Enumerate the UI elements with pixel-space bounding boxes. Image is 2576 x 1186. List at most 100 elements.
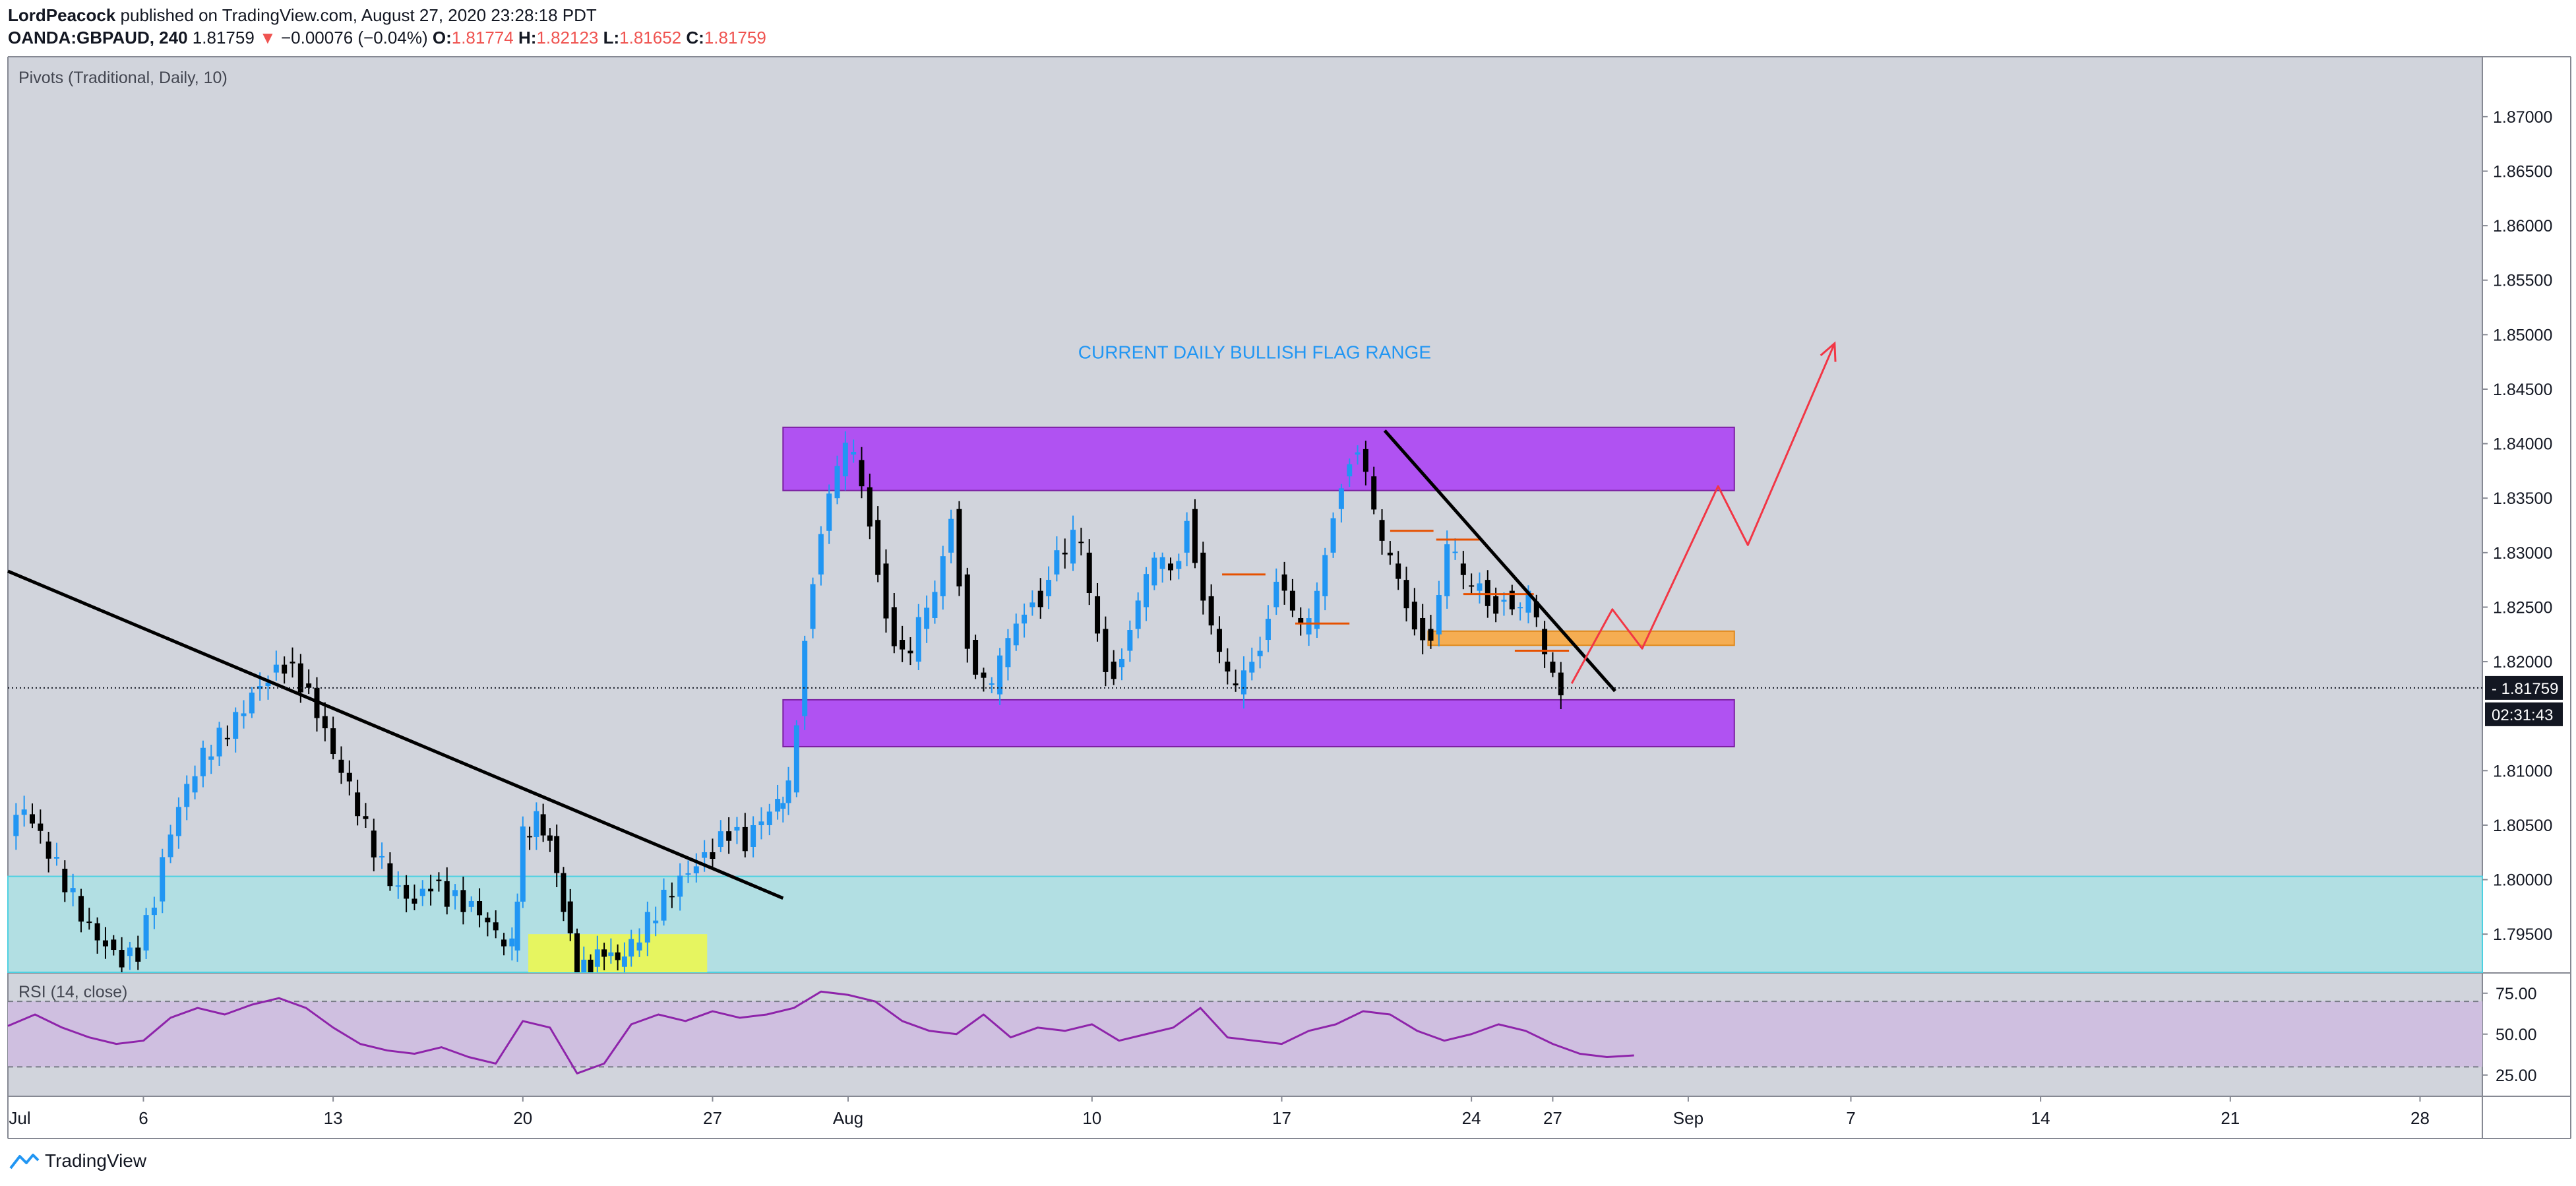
candle-body[interactable] [428, 889, 434, 892]
candle-body[interactable] [322, 716, 328, 729]
candle-body[interactable] [907, 650, 913, 654]
candle-body[interactable] [677, 875, 683, 897]
candle-body[interactable] [1395, 563, 1401, 579]
candle-body[interactable] [989, 683, 995, 685]
candle-body[interactable] [395, 885, 401, 887]
candle-body[interactable] [574, 933, 580, 972]
candle-body[interactable] [1298, 617, 1304, 623]
candle-body[interactable] [208, 756, 214, 760]
candle-body[interactable] [1046, 580, 1052, 596]
candle-body[interactable] [1403, 580, 1409, 609]
candle-body[interactable] [608, 952, 614, 956]
candle-body[interactable] [1078, 542, 1084, 544]
candle-body[interactable] [758, 821, 764, 826]
candle-body[interactable] [540, 814, 546, 836]
candle-body[interactable] [168, 834, 173, 858]
candle-body[interactable] [265, 682, 271, 687]
candle-body[interactable] [1257, 650, 1263, 656]
candle-body[interactable] [514, 901, 520, 951]
candle-body[interactable] [306, 683, 312, 688]
candle-body[interactable] [818, 534, 824, 575]
candle-body[interactable] [1469, 585, 1475, 587]
candle-body[interactable] [1095, 596, 1101, 634]
candle-body[interactable] [1070, 530, 1076, 564]
candle-body[interactable] [436, 879, 442, 881]
candle-body[interactable] [468, 901, 474, 907]
candle-body[interactable] [1493, 596, 1499, 614]
candle-body[interactable] [1241, 670, 1246, 695]
candle-body[interactable] [62, 869, 68, 892]
candle-body[interactable] [330, 728, 336, 755]
candle-body[interactable] [1200, 552, 1206, 601]
candle-body[interactable] [561, 873, 567, 912]
author-name[interactable]: LordPeacock [8, 5, 116, 25]
candle-body[interactable] [1533, 602, 1539, 617]
candle-body[interactable] [1485, 580, 1490, 606]
candle-body[interactable] [452, 890, 458, 896]
candle-body[interactable] [338, 759, 344, 773]
candle-body[interactable] [1022, 614, 1027, 624]
candle-body[interactable] [915, 617, 921, 662]
candle-body[interactable] [780, 803, 786, 809]
candle-body[interactable] [1411, 602, 1417, 630]
candle-body[interactable] [127, 947, 133, 956]
candle-body[interactable] [859, 460, 865, 487]
candle-body[interactable] [1525, 590, 1531, 613]
candle-body[interactable] [891, 607, 897, 646]
candle-body[interactable] [1509, 590, 1515, 609]
candle-body[interactable] [1289, 590, 1295, 611]
candle-body[interactable] [1249, 662, 1255, 673]
candle-body[interactable] [964, 574, 970, 649]
candle-body[interactable] [547, 835, 553, 841]
teal-demand-zone[interactable] [7, 875, 2483, 973]
candle-body[interactable] [520, 826, 526, 902]
candle-body[interactable] [175, 807, 181, 836]
candle-body[interactable] [766, 811, 772, 825]
candle-body[interactable] [1518, 607, 1523, 609]
candle-body[interactable] [135, 947, 141, 962]
candle-body[interactable] [785, 780, 791, 803]
candle-body[interactable] [581, 959, 587, 972]
candle-body[interactable] [956, 509, 962, 587]
candle-body[interactable] [661, 889, 667, 921]
projected-path[interactable] [1570, 342, 1836, 684]
candle-body[interactable] [1281, 574, 1287, 591]
candle-body[interactable] [282, 664, 288, 674]
candle-body[interactable] [290, 662, 295, 664]
candle-body[interactable] [981, 672, 987, 678]
candle-body[interactable] [851, 451, 857, 455]
tradingview-brand[interactable]: TradingView [9, 1148, 146, 1174]
candle-body[interactable] [621, 956, 627, 967]
price-axis[interactable] [2482, 57, 2571, 1139]
candle-body[interactable] [1119, 658, 1125, 668]
candle-body[interactable] [1501, 600, 1507, 602]
candle-body[interactable] [734, 827, 740, 831]
candle-body[interactable] [192, 776, 198, 793]
candle-body[interactable] [1111, 662, 1117, 679]
candle-body[interactable] [241, 713, 247, 716]
candle-body[interactable] [726, 831, 732, 841]
candle-body[interactable] [644, 912, 650, 943]
candle-body[interactable] [444, 881, 450, 907]
candle-body[interactable] [1151, 557, 1157, 586]
candle-body[interactable] [1330, 518, 1336, 553]
candle-body[interactable] [412, 898, 417, 904]
candle-body[interactable] [216, 728, 222, 757]
candle-body[interactable] [1005, 638, 1011, 668]
price-pane[interactable] [8, 57, 2482, 972]
descending-trendline-left[interactable] [7, 569, 784, 900]
candle-body[interactable] [826, 493, 832, 531]
candle-body[interactable] [1314, 590, 1320, 629]
descending-trendline-right[interactable] [1383, 429, 1616, 693]
candle-body[interactable] [1355, 452, 1361, 455]
candle-body[interactable] [371, 830, 377, 858]
candle-body[interactable] [1103, 629, 1109, 672]
candle-body[interactable] [948, 518, 954, 553]
candle-body[interactable] [21, 809, 27, 815]
candle-body[interactable] [997, 655, 1003, 695]
candle-body[interactable] [86, 921, 92, 923]
candle-body[interactable] [669, 896, 675, 898]
candle-body[interactable] [111, 939, 117, 951]
candle-body[interactable] [1550, 662, 1556, 673]
